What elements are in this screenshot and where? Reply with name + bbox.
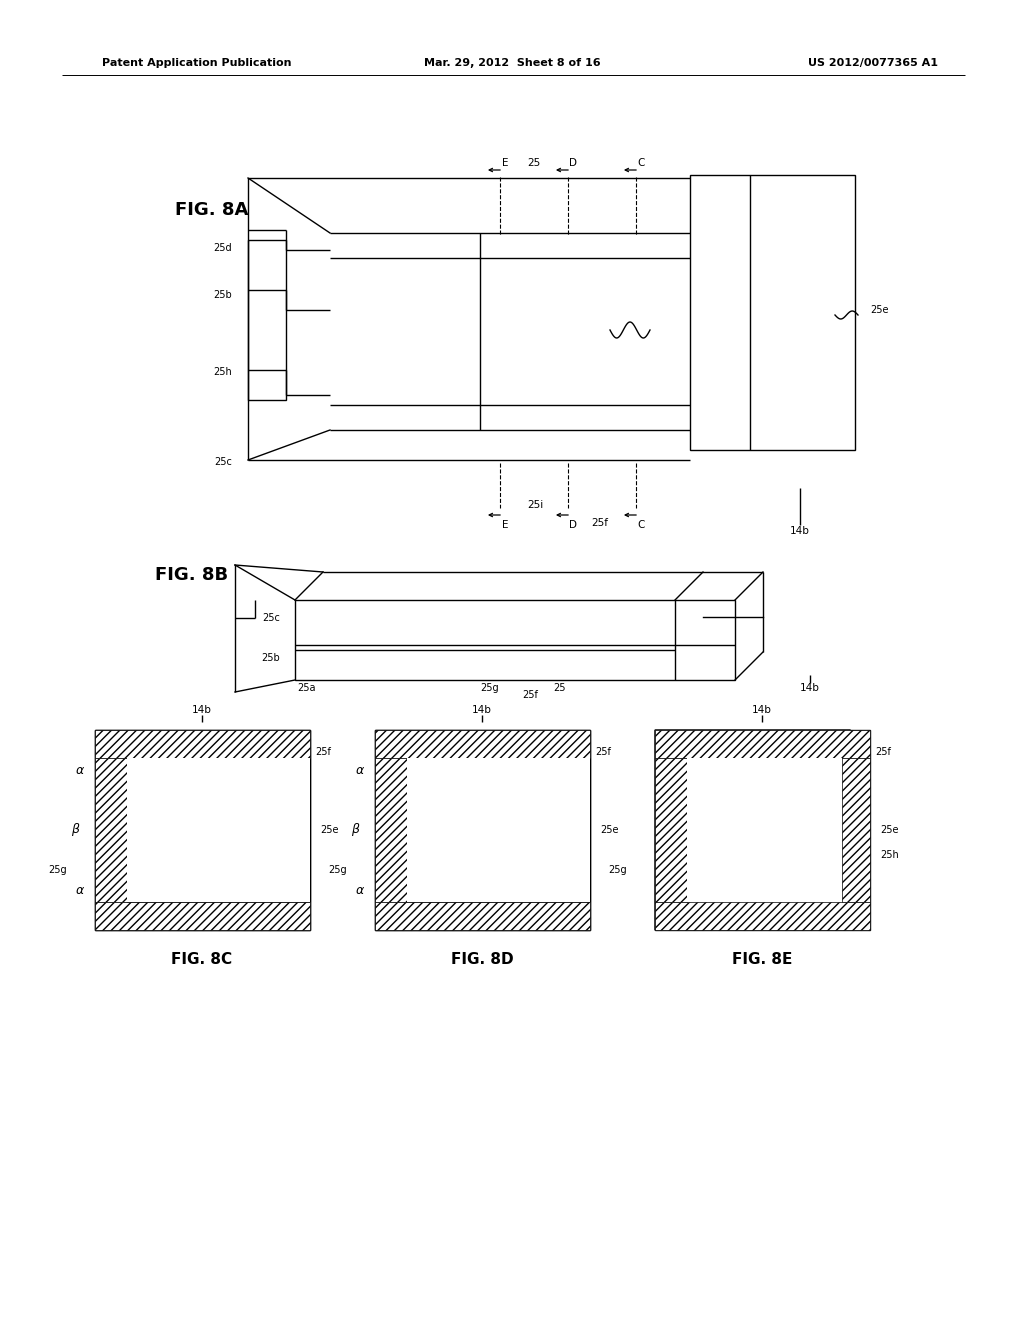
Text: 25g: 25g — [329, 865, 347, 875]
Text: β: β — [71, 824, 79, 837]
Bar — [407, 758, 590, 902]
Bar — [248, 240, 286, 400]
Text: α: α — [76, 883, 84, 896]
Bar — [655, 902, 870, 931]
Bar — [375, 902, 590, 931]
Text: C: C — [637, 158, 645, 168]
Text: 14b: 14b — [472, 705, 492, 715]
Bar — [95, 730, 310, 931]
Text: α: α — [76, 763, 84, 776]
Text: 25c: 25c — [262, 612, 280, 623]
Text: E: E — [502, 158, 508, 168]
Text: 14b: 14b — [752, 705, 772, 715]
Bar — [655, 758, 687, 902]
Text: US 2012/0077365 A1: US 2012/0077365 A1 — [808, 58, 938, 69]
Text: 14b: 14b — [791, 525, 810, 536]
Text: 25: 25 — [554, 682, 566, 693]
Text: α: α — [356, 883, 365, 896]
Text: FIG. 8E: FIG. 8E — [732, 953, 793, 968]
Text: C: C — [637, 520, 645, 531]
Text: 25b: 25b — [213, 290, 232, 300]
Text: 25: 25 — [527, 158, 541, 168]
Text: 25h: 25h — [880, 850, 899, 861]
Text: 25g: 25g — [48, 865, 67, 875]
Text: 25f: 25f — [315, 747, 331, 756]
Text: 25e: 25e — [870, 305, 889, 315]
Text: D: D — [569, 158, 577, 168]
Bar — [375, 758, 407, 902]
Polygon shape — [655, 730, 870, 931]
Text: 25h: 25h — [213, 367, 232, 378]
Bar — [95, 758, 127, 902]
Text: 25f: 25f — [592, 517, 608, 528]
Text: 25f: 25f — [874, 747, 891, 756]
Text: FIG. 8B: FIG. 8B — [155, 566, 228, 583]
Text: 25e: 25e — [880, 825, 898, 836]
Text: 25f: 25f — [522, 690, 538, 700]
Text: E: E — [502, 520, 508, 531]
Bar — [95, 730, 310, 758]
Text: FIG. 8C: FIG. 8C — [171, 953, 232, 968]
Text: 25c: 25c — [214, 457, 232, 467]
Text: FIG. 8D: FIG. 8D — [451, 953, 513, 968]
Bar — [690, 176, 855, 450]
Bar — [95, 730, 310, 931]
Text: 25d: 25d — [213, 243, 232, 253]
Bar — [842, 758, 870, 902]
Bar — [127, 758, 310, 902]
Bar — [375, 730, 590, 931]
Text: 25b: 25b — [261, 653, 280, 663]
Text: 25g: 25g — [608, 865, 627, 875]
Text: FIG. 8A: FIG. 8A — [175, 201, 249, 219]
Text: β: β — [351, 824, 359, 837]
Text: 14b: 14b — [800, 682, 820, 693]
Text: 25g: 25g — [480, 682, 500, 693]
Text: 14b: 14b — [193, 705, 212, 715]
Text: Patent Application Publication: Patent Application Publication — [102, 58, 292, 69]
Bar — [375, 730, 590, 931]
Text: 25f: 25f — [595, 747, 611, 756]
Text: 25a: 25a — [298, 682, 316, 693]
Text: 25e: 25e — [600, 825, 618, 836]
Text: Mar. 29, 2012  Sheet 8 of 16: Mar. 29, 2012 Sheet 8 of 16 — [424, 58, 600, 69]
Bar — [655, 730, 870, 758]
Bar — [95, 902, 310, 931]
Text: 25i: 25i — [527, 500, 543, 510]
Text: α: α — [356, 763, 365, 776]
Bar — [295, 601, 735, 680]
Text: 25e: 25e — [319, 825, 339, 836]
Bar — [687, 758, 842, 902]
Text: D: D — [569, 520, 577, 531]
Bar — [655, 730, 870, 931]
Bar — [375, 730, 590, 758]
